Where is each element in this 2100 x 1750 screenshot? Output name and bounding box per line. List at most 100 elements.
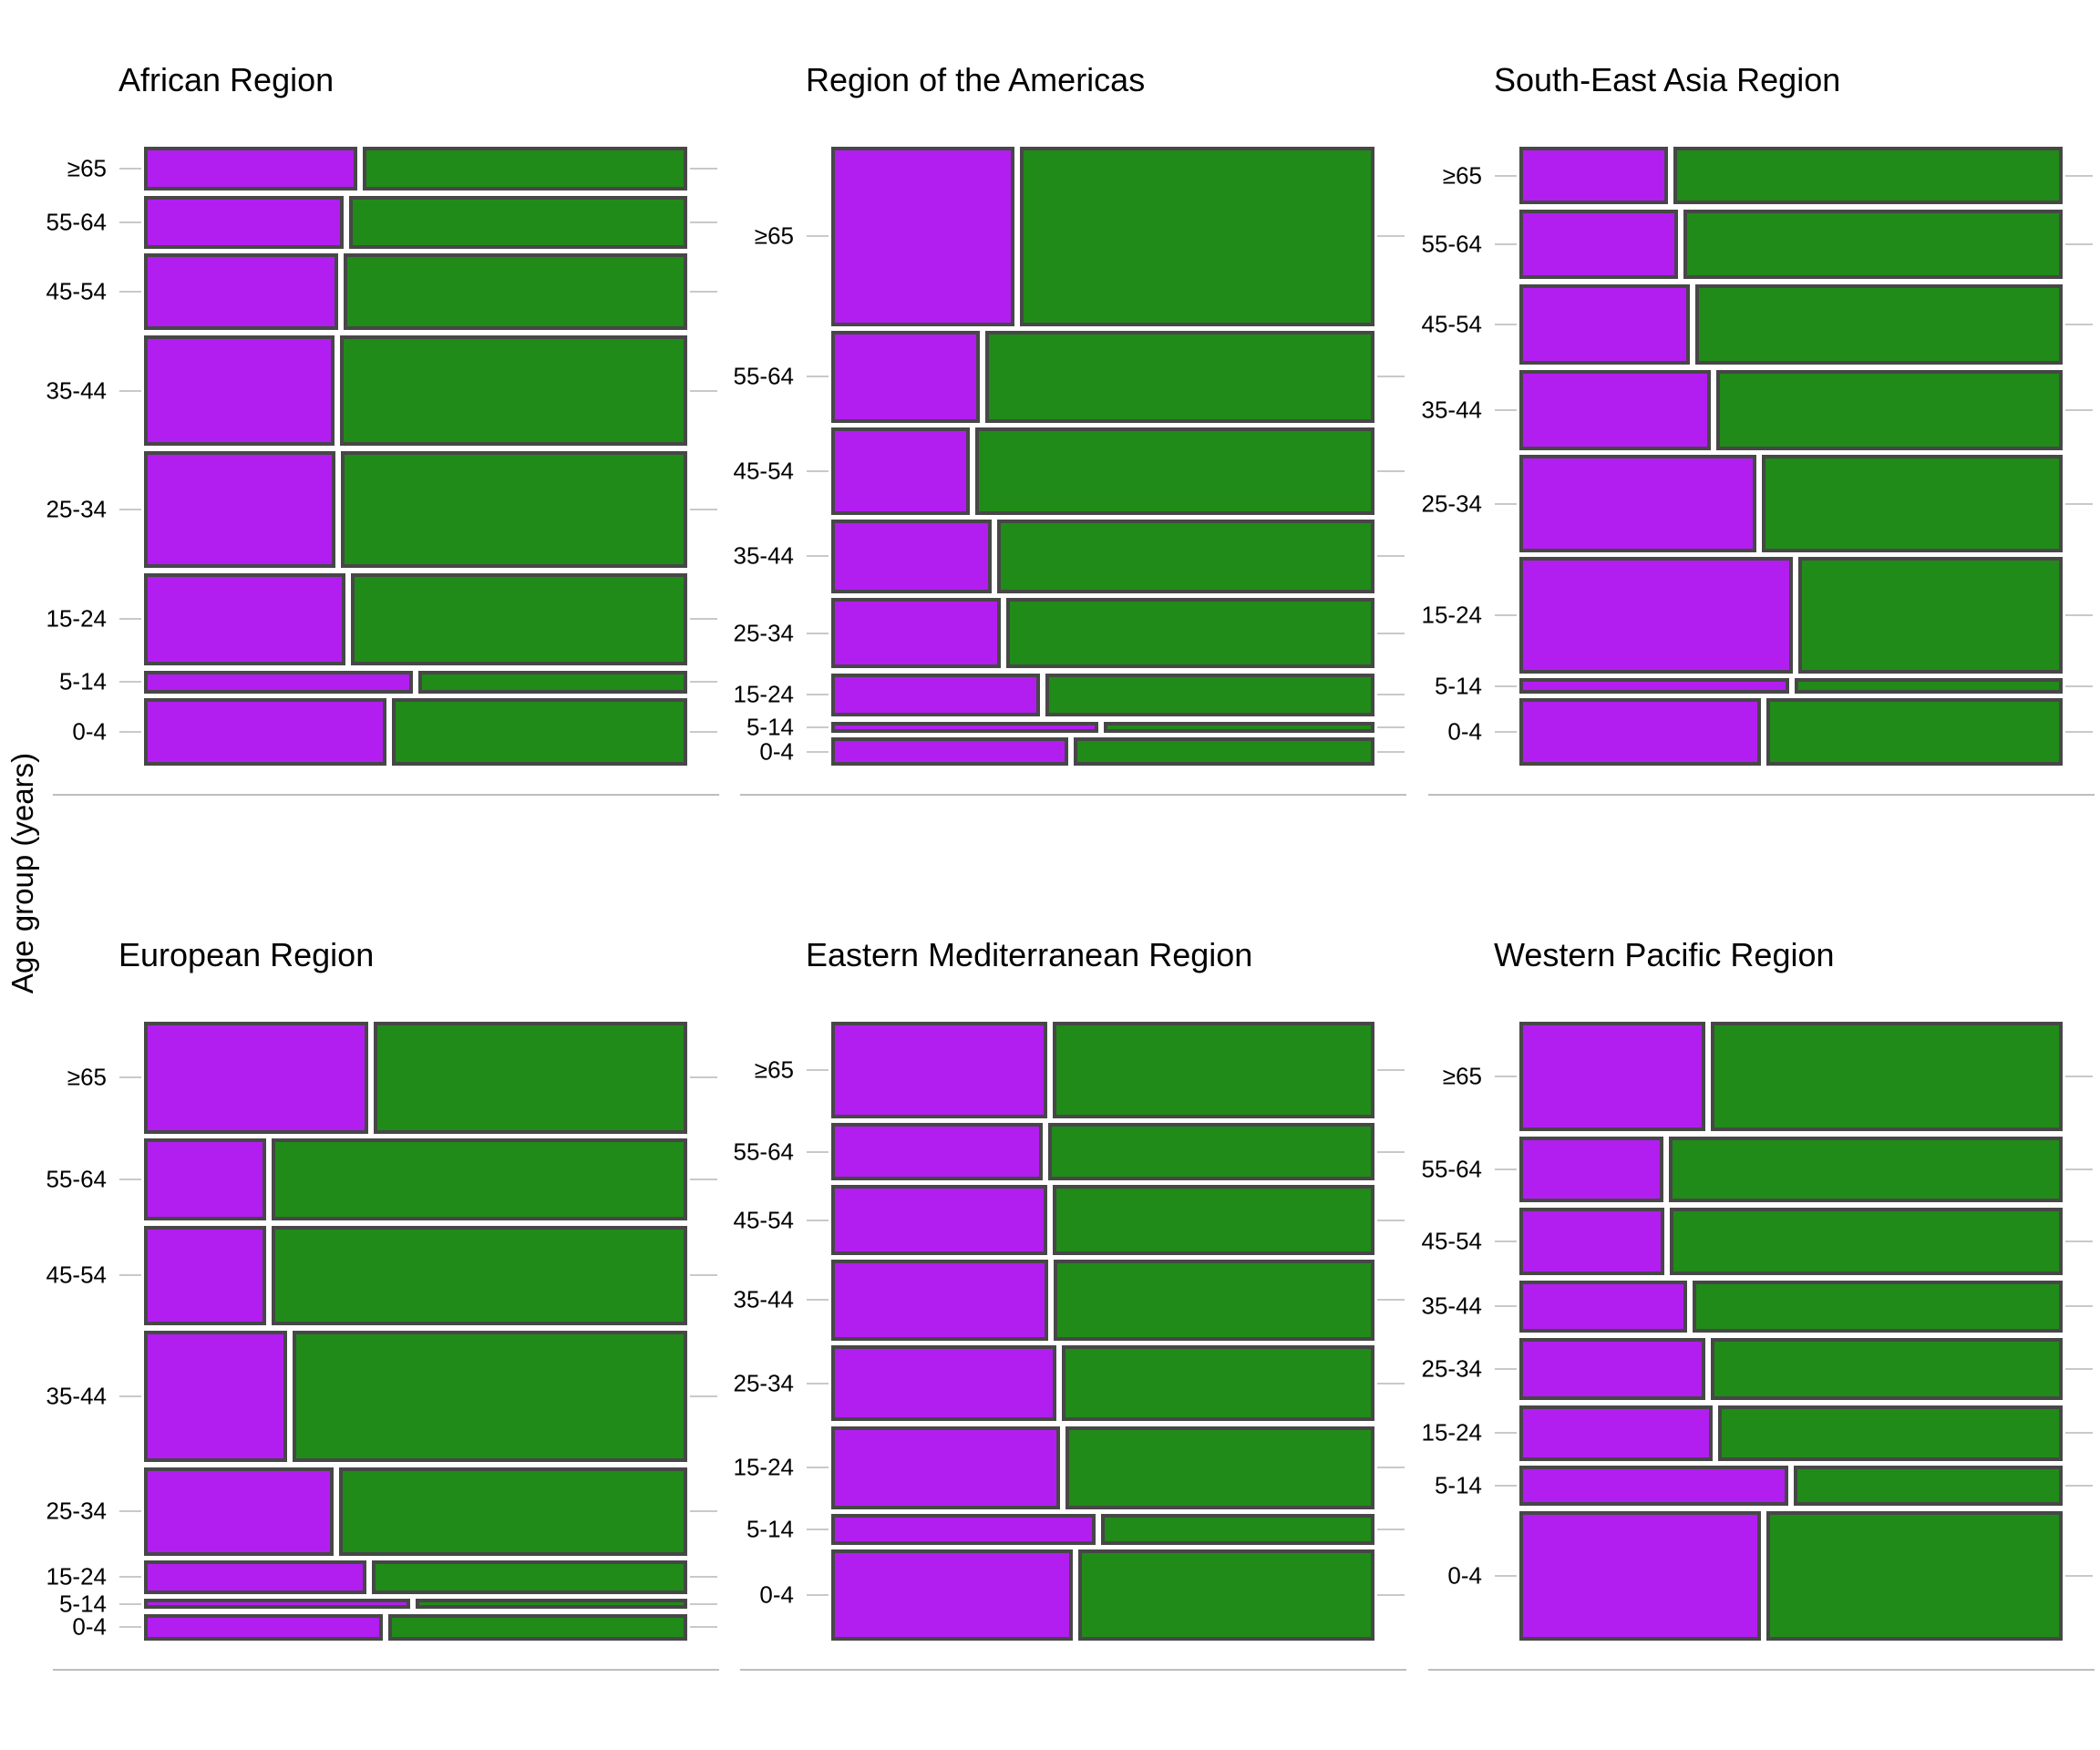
x-axis-line — [1428, 794, 2095, 796]
mosaic-green-segment — [1053, 1022, 1374, 1118]
age-group-label: 25-34 — [733, 619, 795, 647]
age-group-label: 55-64 — [46, 1165, 108, 1193]
panel-south-east-asia-region: South-East Asia Region ≥65 55-64 45-54 35-44… — [1422, 63, 2095, 796]
age-group-label: 25-34 — [1421, 1354, 1483, 1383]
age-group-label: 55-64 — [46, 208, 108, 236]
y-tick — [1495, 685, 1517, 687]
mosaic-green-segment — [1668, 1136, 2063, 1203]
gridline-stub — [690, 618, 717, 621]
y-tick — [807, 1594, 829, 1597]
age-group-label: 0-4 — [759, 1580, 794, 1609]
y-tick — [1495, 408, 1517, 411]
mosaic-green-segment — [1683, 209, 2063, 280]
age-group-label: ≥65 — [67, 1063, 107, 1091]
mosaic-green-segment — [338, 1467, 687, 1556]
age-group-label: 5-14 — [58, 667, 107, 695]
y-tick — [119, 1395, 141, 1398]
age-group-label: 35-44 — [1421, 1292, 1483, 1320]
mosaic-green-segment — [1103, 721, 1374, 733]
mosaic-green-segment — [1673, 147, 2063, 205]
mosaic-green-segment — [1766, 1510, 2063, 1641]
gridline-stub — [1377, 1594, 1405, 1597]
age-group-label: ≥65 — [67, 154, 107, 182]
mosaic-green-segment — [1077, 1549, 1374, 1641]
x-axis-line — [53, 794, 719, 796]
mosaic-green-segment — [1711, 1337, 2063, 1401]
gridline-stub — [2065, 613, 2093, 616]
age-group-label: 25-34 — [46, 495, 108, 523]
age-group-label: 55-64 — [1421, 1155, 1483, 1183]
age-group-label: 0-4 — [759, 737, 794, 766]
panel-western-pacific-region: Western Pacific Region ≥65 55-64 45-54 35-44… — [1422, 938, 2095, 1671]
gridline-stub — [1377, 1467, 1405, 1469]
gridline-stub — [690, 731, 717, 734]
age-group-label: 45-54 — [733, 1206, 795, 1234]
y-tick — [807, 1150, 829, 1153]
gridline-stub — [690, 291, 717, 293]
gridline-stub — [2065, 408, 2093, 411]
mosaic-purple-segment — [831, 520, 993, 593]
gridline-stub — [690, 681, 717, 684]
gridline-stub — [690, 1179, 717, 1181]
gridline-stub — [690, 389, 717, 392]
y-tick — [119, 1602, 141, 1605]
y-tick — [807, 1219, 829, 1221]
age-group-label: 35-44 — [733, 541, 795, 570]
gridline-stub — [690, 1395, 717, 1398]
mosaic-purple-segment — [831, 737, 1069, 766]
mosaic-purple-segment — [144, 1599, 411, 1610]
mosaic-purple-segment — [1519, 283, 1690, 365]
gridline-stub — [2065, 685, 2093, 687]
age-group-label: 5-14 — [1434, 1471, 1482, 1499]
gridline-stub — [2065, 243, 2093, 246]
y-tick — [1495, 174, 1517, 177]
gridline-stub — [1377, 1528, 1405, 1530]
age-group-label: 35-44 — [1421, 396, 1483, 424]
age-group-label: 0-4 — [72, 1612, 107, 1641]
y-tick — [119, 389, 141, 392]
y-tick — [119, 1510, 141, 1513]
age-group-label: 15-24 — [46, 1562, 108, 1590]
mosaic-green-segment — [372, 1560, 687, 1594]
y-tick — [807, 1068, 829, 1071]
mosaic-green-segment — [1710, 1022, 2063, 1132]
mosaic-purple-segment — [144, 1138, 267, 1221]
gridline-stub — [2065, 1305, 2093, 1308]
age-group-label: 15-24 — [733, 1453, 795, 1481]
mosaic-purple-segment — [831, 1549, 1073, 1641]
mosaic-purple-segment — [144, 1613, 384, 1641]
age-group-label: ≥65 — [1442, 1062, 1482, 1090]
gridline-stub — [690, 1626, 717, 1629]
gridline-stub — [2065, 323, 2093, 325]
mosaic-purple-segment — [1519, 369, 1711, 450]
panel-african-region: African Region ≥65 55-64 45-54 35-44 25-34 15-… — [46, 63, 719, 796]
y-tick — [119, 1626, 141, 1629]
y-tick — [1495, 1432, 1517, 1435]
mosaic-green-segment — [997, 520, 1374, 593]
mosaic-purple-segment — [144, 1467, 334, 1556]
y-tick — [1495, 1168, 1517, 1171]
mosaic-purple-segment — [144, 572, 345, 666]
age-group-label: 0-4 — [1447, 1561, 1482, 1590]
y-tick — [1495, 1485, 1517, 1488]
mosaic-purple-segment — [1519, 698, 1762, 766]
mosaic-green-segment — [1694, 283, 2063, 365]
mosaic-green-segment — [418, 670, 687, 694]
panel-region-of-the-americas: Region of the Americas ≥65 55-64 45-54 35-44… — [734, 63, 1406, 796]
mosaic-purple-segment — [1519, 1280, 1688, 1333]
mosaic-green-segment — [1054, 1260, 1374, 1341]
gridline-stub — [1377, 376, 1405, 378]
mosaic-green-segment — [1717, 1405, 2063, 1461]
gridline-stub — [690, 1602, 717, 1605]
panel-title: Region of the Americas — [806, 61, 1146, 98]
gridline-stub — [690, 1576, 717, 1579]
y-tick — [807, 726, 829, 728]
mosaic-green-segment — [1045, 673, 1374, 717]
mosaic-green-segment — [1101, 1514, 1374, 1545]
gridline-stub — [1377, 555, 1405, 558]
age-group-label: 35-44 — [733, 1285, 795, 1313]
age-group-label: 55-64 — [1421, 230, 1483, 258]
age-group-label: 5-14 — [746, 1515, 794, 1543]
gridline-stub — [690, 1274, 717, 1277]
mosaic-green-segment — [1065, 1426, 1374, 1509]
